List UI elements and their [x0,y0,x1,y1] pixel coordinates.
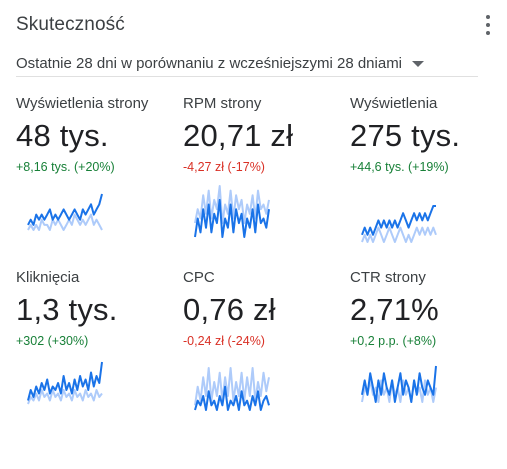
sparkline-current-period [194,385,270,411]
metric-value: 2,71% [350,292,439,327]
metric-value: 275 tys. [350,118,461,153]
sparkline-previous-period [194,185,270,225]
more-vert-icon[interactable] [478,12,498,38]
metric-value: 0,76 zł [183,292,276,327]
sparkline-chart [27,361,103,405]
metric-change: -4,27 zł (-17%) [183,160,265,174]
sparkline-current-period [27,361,103,401]
metric-label: Wyświetlenia strony [16,95,149,112]
metric-value: 48 tys. [16,118,109,153]
period-dropdown[interactable]: Ostatnie 28 dni w porównaniu z wcześniej… [16,50,478,77]
metric-change: +0,2 p.p. (+8%) [350,334,437,348]
period-label: Ostatnie 28 dni w porównaniu z wcześniej… [16,54,403,72]
sparkline-previous-period [27,389,103,405]
sparkline-current-period [361,205,436,236]
sparkline-previous-period [361,226,437,243]
metric-label: Kliknięcia [16,269,80,286]
sparkline-current-period [27,193,103,226]
metric-change: -0,24 zł (-24%) [183,334,265,348]
metric-impressions[interactable]: Wyświetlenia 275 tys. +44,6 tys. (+19%) [350,95,507,244]
arrow-drop-down-icon [412,60,425,67]
menu-dot [486,15,490,19]
sparkline-chart [361,205,437,243]
sparkline-chart [361,365,437,403]
metric-cpc[interactable]: CPC 0,76 zł -0,24 zł (-24%) [183,269,348,412]
sparkline-chart [194,185,270,238]
sparkline-current-period [194,198,270,238]
menu-dot [486,23,490,27]
metric-label: CTR strony [350,269,426,286]
sparkline-previous-period [27,213,103,231]
metric-page-ctr[interactable]: CTR strony 2,71% +0,2 p.p. (+8%) [350,269,507,404]
metric-page-views[interactable]: Wyświetlenia strony 48 tys. +8,16 tys. (… [16,95,181,232]
card-title: Skuteczność [16,14,125,35]
sparkline-chart [194,367,270,411]
metric-change: +8,16 tys. (+20%) [16,160,115,174]
menu-dot [486,31,490,35]
metric-change: +44,6 tys. (+19%) [350,160,449,174]
sparkline-previous-period [194,367,270,406]
metric-label: RPM strony [183,95,262,112]
metric-page-rpm[interactable]: RPM strony 20,71 zł -4,27 zł (-17%) [183,95,348,239]
metric-label: CPC [183,269,215,286]
sparkline-chart [27,193,103,231]
metric-change: +302 (+30%) [16,334,89,348]
sparkline-current-period [361,365,437,403]
metric-clicks[interactable]: Kliknięcia 1,3 tys. +302 (+30%) [16,269,181,406]
metric-value: 20,71 zł [183,118,294,153]
metric-value: 1,3 tys. [16,292,118,327]
metric-label: Wyświetlenia [350,95,438,112]
